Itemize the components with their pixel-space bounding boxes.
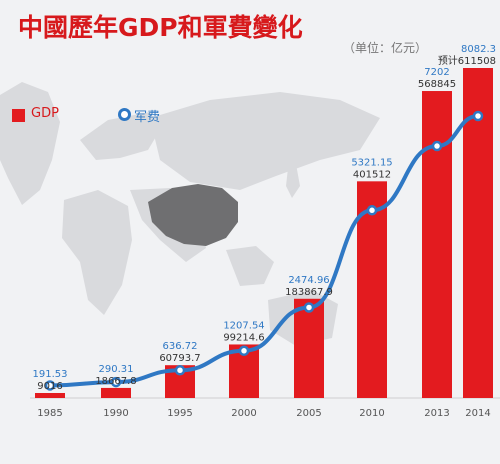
military-point <box>174 365 186 376</box>
legend-gdp-swatch <box>12 109 25 122</box>
gdp-bar <box>357 181 387 398</box>
military-data-label: 5321.15 <box>351 157 392 168</box>
chart-unit: （单位：亿元） <box>343 41 428 55</box>
chart-title: 中國歷年GDP和軍費變化 <box>18 13 303 42</box>
military-point <box>238 345 250 357</box>
military-point <box>431 140 443 152</box>
x-tick-label: 2013 <box>424 408 449 419</box>
x-tick-label: 2014 <box>465 408 490 419</box>
gdp-data-label: 99214.6 <box>223 332 264 343</box>
military-data-label: 1207.54 <box>223 320 264 331</box>
military-point <box>110 376 122 388</box>
gdp-bar <box>294 298 324 398</box>
military-data-label: 191.53 <box>33 369 68 380</box>
military-point <box>303 302 315 313</box>
gdp-data-label: 568845 <box>418 79 456 90</box>
legend-military-label: 军费 <box>134 110 161 125</box>
gdp-data-label: 预计611508 <box>438 54 496 67</box>
legend-military-marker <box>118 108 131 121</box>
x-tick-label: 2000 <box>231 408 256 419</box>
x-tick-label: 2010 <box>359 408 384 419</box>
x-tick-label: 2005 <box>296 408 321 419</box>
x-tick-label: 1995 <box>167 408 192 419</box>
military-data-label: 636.72 <box>163 341 198 352</box>
gdp-data-label: 18667.8 <box>95 376 136 387</box>
military-data-label: 2474.96 <box>288 275 329 286</box>
military-data-label: 8082.3 <box>461 44 496 55</box>
military-data-label: 290.31 <box>99 364 134 375</box>
gdp-bar <box>35 393 65 398</box>
china-highlight <box>148 184 238 246</box>
gdp-data-label: 401512 <box>353 169 391 180</box>
legend-gdp-label: GDP <box>31 106 59 121</box>
military-data-label: 7202 <box>424 67 449 78</box>
gdp-data-label: 9016 <box>37 381 62 392</box>
gdp-bar <box>422 91 452 398</box>
gdp-bar <box>463 68 493 398</box>
gdp-data-label: 60793.7 <box>159 353 200 364</box>
gdp-bar <box>101 387 131 398</box>
gdp-data-label: 183867.9 <box>285 287 333 298</box>
military-point <box>472 110 484 122</box>
x-tick-label: 1985 <box>37 408 62 419</box>
x-tick-label: 1990 <box>103 408 128 419</box>
military-point <box>44 380 56 391</box>
military-point <box>366 205 378 216</box>
military-line <box>48 114 480 388</box>
